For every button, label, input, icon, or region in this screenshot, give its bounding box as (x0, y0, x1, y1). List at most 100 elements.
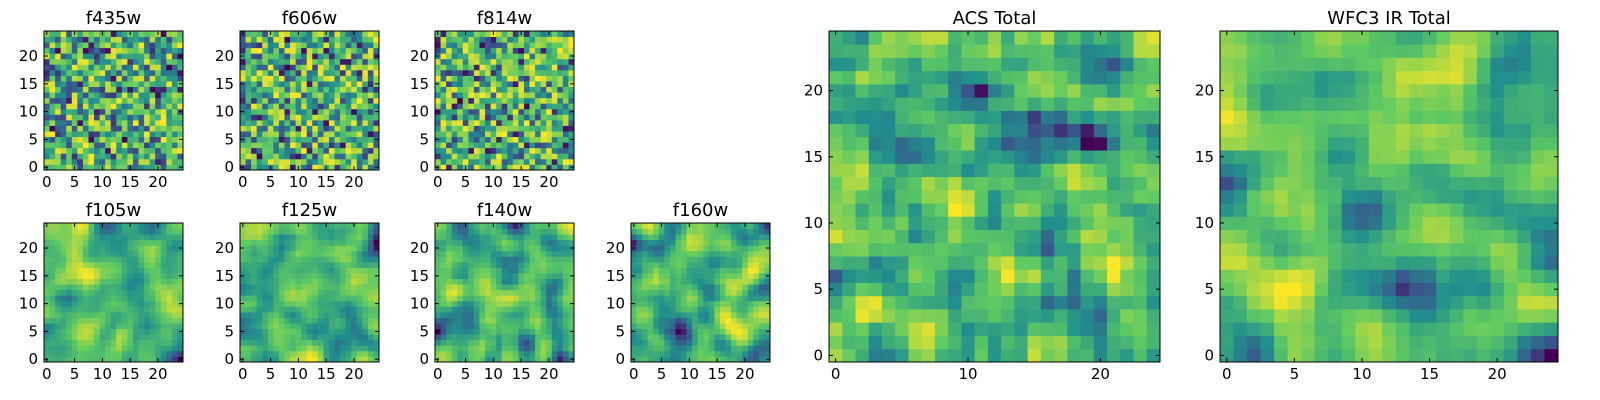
heatmap-cell (55, 47, 62, 54)
heatmap-cell (546, 81, 553, 87)
heatmap-cell (501, 42, 508, 49)
heatmap-cell (284, 108, 291, 115)
heatmap-cell (94, 125, 100, 132)
heatmap-cell (895, 189, 909, 204)
heatmap-cell (708, 323, 715, 330)
heatmap-cell (468, 261, 475, 268)
heatmap-cell (356, 245, 363, 252)
heatmap-cell (697, 267, 704, 274)
heatmap-cell (496, 261, 503, 268)
heatmap-cell (451, 136, 458, 143)
heatmap-cell (251, 75, 258, 82)
heatmap-cell (166, 317, 173, 324)
heatmap-cell (340, 323, 347, 330)
heatmap-cell (60, 245, 67, 252)
heatmap-cell (719, 350, 726, 357)
heatmap-cell (284, 114, 291, 121)
heatmap-cell (485, 306, 491, 313)
heatmap-cell (675, 334, 682, 341)
heatmap-cell (149, 131, 156, 138)
heatmap-cell (334, 114, 341, 121)
heatmap-cell (110, 328, 117, 335)
heatmap-cell (562, 256, 569, 263)
heatmap-cell (568, 306, 575, 313)
heatmap-cell (468, 81, 475, 87)
heatmap-cell (351, 147, 358, 154)
heatmap-cell (49, 164, 56, 171)
heatmap-cell (523, 228, 530, 235)
heatmap-cell (664, 284, 671, 291)
heatmap-cell (647, 256, 654, 263)
heatmap-cell (110, 284, 117, 291)
heatmap-cell (731, 228, 738, 235)
heatmap-cell (714, 295, 721, 302)
heatmap-cell (512, 153, 519, 160)
heatmap-cell (468, 356, 475, 363)
heatmap-cell (295, 142, 302, 149)
heatmap-cell (66, 136, 73, 143)
heatmap-cell (496, 284, 503, 291)
heatmap-cell (160, 119, 167, 126)
heatmap-cell (267, 97, 274, 104)
heatmap-cell (144, 92, 151, 99)
heatmap-cell (557, 31, 564, 37)
heatmap-cell (367, 267, 374, 274)
heatmap-cell (490, 267, 497, 274)
heatmap-cell (71, 114, 78, 121)
heatmap-cell (99, 284, 106, 291)
heatmap-cell (121, 103, 128, 110)
heatmap-cell (562, 31, 569, 37)
heatmap-cell (290, 278, 296, 285)
heatmap-cell (110, 164, 117, 171)
heatmap-cell (132, 119, 139, 126)
heatmap-cell (731, 345, 738, 352)
heatmap-cell (1080, 335, 1095, 350)
heatmap-cell (568, 142, 575, 149)
heatmap-cell (60, 323, 67, 330)
heatmap-cell (317, 228, 324, 235)
heatmap-cell (496, 92, 503, 99)
heatmap-cell (496, 289, 503, 296)
heatmap-cell (166, 53, 173, 60)
heatmap-cell (523, 334, 530, 341)
heatmap-cell (1093, 348, 1108, 363)
heatmap-cell (921, 203, 936, 217)
heatmap-cell (562, 278, 569, 285)
heatmap-cell (240, 147, 246, 154)
heatmap-cell (155, 103, 162, 110)
heatmap-cell (301, 86, 308, 93)
heatmap-cell (373, 228, 380, 235)
heatmap-cell (557, 53, 564, 60)
heatmap-cell (1027, 335, 1042, 350)
heatmap-cell (367, 158, 374, 165)
heatmap-cell (681, 278, 687, 285)
heatmap-cell (284, 228, 291, 235)
heatmap-cell (934, 150, 949, 164)
heatmap-cell (312, 42, 319, 49)
heatmap-cell (127, 273, 134, 279)
heatmap-cell (485, 345, 491, 352)
heatmap-cell (367, 131, 374, 138)
heatmap-cell (473, 108, 480, 115)
heatmap-cell (451, 245, 458, 252)
heatmap-cell (1120, 269, 1134, 283)
heatmap-cell (99, 125, 106, 132)
heatmap-cell (529, 289, 536, 296)
heatmap-cell (974, 322, 989, 336)
heatmap-cell (681, 245, 687, 252)
heatmap-cell (753, 256, 760, 263)
heatmap-cell (921, 150, 936, 164)
heatmap-cell (523, 64, 530, 71)
heatmap-cell (440, 75, 447, 82)
heatmap-cell (278, 234, 285, 241)
heatmap-cell (753, 250, 760, 257)
heatmap-cell (1120, 295, 1134, 310)
heatmap-cell (340, 97, 347, 104)
heatmap-cell (362, 245, 369, 252)
heatmap-cell (485, 81, 491, 87)
heatmap-cell (127, 136, 134, 143)
heatmap-cell (568, 350, 575, 357)
heatmap-cell (367, 36, 374, 43)
heatmap-cell (529, 136, 536, 143)
